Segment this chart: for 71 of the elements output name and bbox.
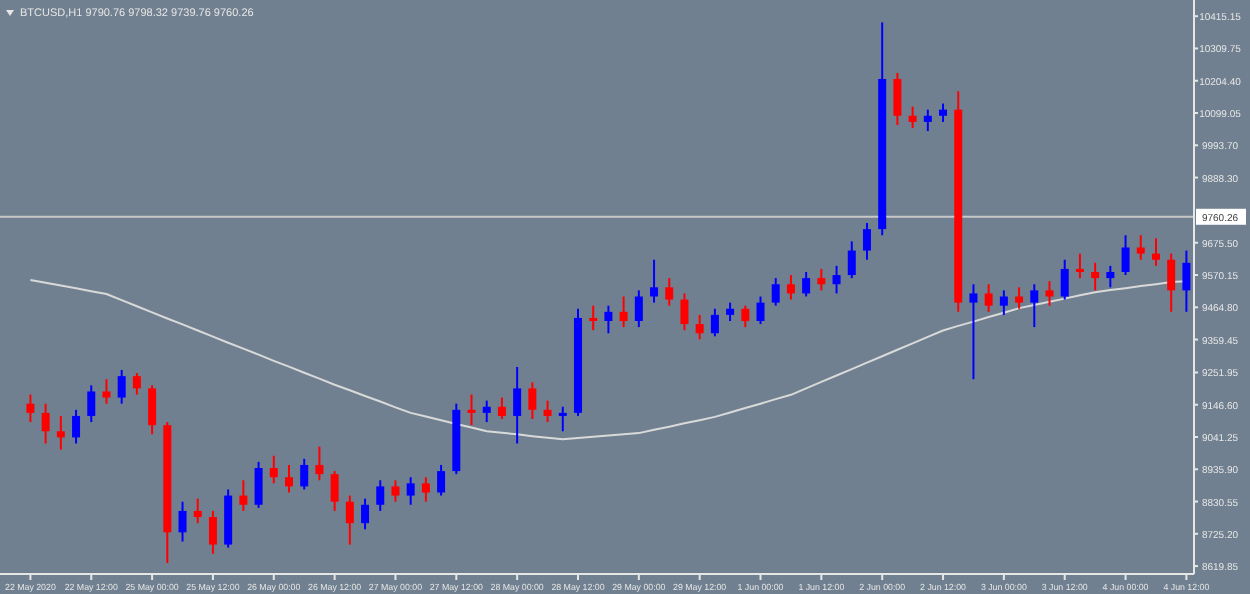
candlestick xyxy=(208,509,217,555)
candlestick xyxy=(756,295,765,326)
candlestick xyxy=(300,457,309,491)
candlestick xyxy=(437,463,446,497)
candlestick xyxy=(680,292,689,332)
candlestick xyxy=(558,405,567,433)
candlestick xyxy=(862,221,871,261)
candlestick xyxy=(802,270,811,298)
candlestick xyxy=(741,304,750,329)
candlestick xyxy=(406,476,415,506)
candlestick xyxy=(72,408,81,445)
candlestick xyxy=(102,378,111,405)
candlestick xyxy=(589,304,598,332)
candlestick xyxy=(1121,234,1130,277)
candlestick xyxy=(1167,252,1176,313)
candlestick xyxy=(26,393,35,424)
candlestick xyxy=(148,384,157,436)
candlestick xyxy=(254,460,263,509)
candlestick xyxy=(117,369,126,405)
candlestick xyxy=(695,313,704,341)
candlestick xyxy=(1075,252,1084,280)
candlestick xyxy=(269,454,278,485)
candlestick xyxy=(421,476,430,503)
candlestick xyxy=(817,267,826,292)
candlestick xyxy=(1045,280,1054,307)
candlestick xyxy=(239,479,248,512)
candlestick xyxy=(178,500,187,543)
candlestick xyxy=(467,393,476,427)
candlestick xyxy=(330,470,339,512)
candlestick xyxy=(969,283,978,381)
candlestick xyxy=(1106,264,1115,289)
candlestick xyxy=(482,399,491,424)
candlestick xyxy=(999,289,1008,316)
candlestick xyxy=(543,399,552,424)
candlestick xyxy=(1151,237,1160,267)
candlestick xyxy=(710,307,719,338)
candlestick xyxy=(634,289,643,329)
candlestick xyxy=(1136,234,1145,261)
candlestick xyxy=(345,494,354,546)
candlestick xyxy=(619,295,628,329)
candlestick xyxy=(604,304,613,335)
candlestick xyxy=(376,479,385,512)
candlestick xyxy=(497,396,506,421)
candlestick xyxy=(132,372,141,396)
candlestick xyxy=(513,365,522,445)
candlestick xyxy=(923,108,932,133)
candlestick xyxy=(1015,286,1024,310)
candlestick xyxy=(1030,283,1039,329)
candlestick xyxy=(41,402,50,445)
candlestick xyxy=(528,381,537,421)
candlestick xyxy=(1060,258,1069,301)
candlestick xyxy=(193,497,202,525)
candlestick xyxy=(726,301,735,322)
candlestick xyxy=(832,264,841,295)
candlestick xyxy=(665,277,674,307)
candlestick xyxy=(315,445,324,482)
candlestick xyxy=(1182,249,1191,313)
candlestick xyxy=(391,479,400,503)
candlestick xyxy=(1091,261,1100,292)
candlestick xyxy=(893,71,902,126)
candlestick xyxy=(847,240,856,280)
candlestick xyxy=(786,274,795,301)
candlestick xyxy=(87,384,96,424)
candlestick xyxy=(939,102,948,123)
candlestick xyxy=(908,105,917,130)
candlestick xyxy=(984,283,993,313)
candlestick xyxy=(650,258,659,304)
candlestick xyxy=(361,497,370,531)
candlestick xyxy=(56,414,65,451)
candlestick xyxy=(771,277,780,307)
candlestick xyxy=(284,463,293,494)
